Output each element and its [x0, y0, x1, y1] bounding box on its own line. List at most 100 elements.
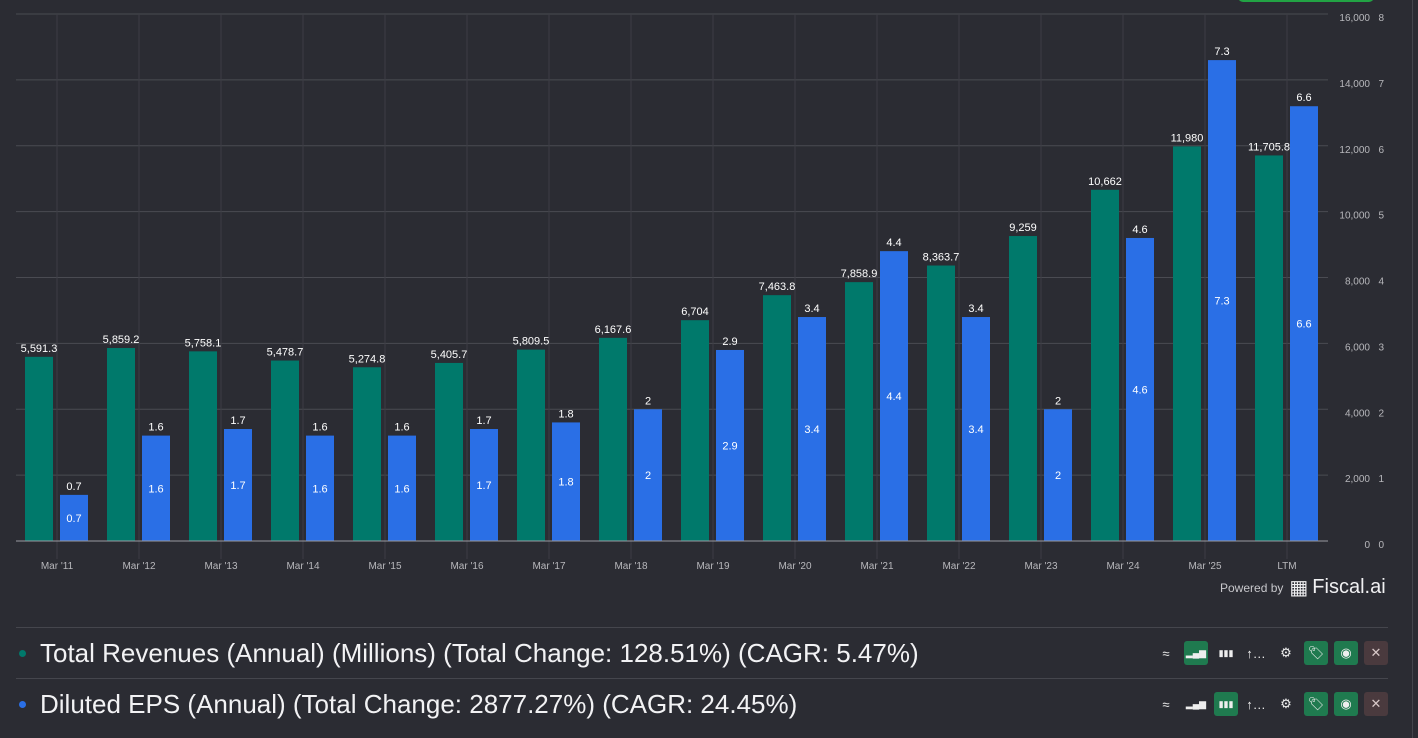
revenue-bar[interactable] [599, 337, 627, 541]
revenue-label: 6,704 [681, 306, 709, 318]
grouped-bar-button[interactable]: ▮▮▮ [1214, 692, 1238, 716]
eps-label: 1.7 [476, 415, 491, 427]
revenue-label: 7,463.8 [759, 281, 796, 293]
eps-inner-label: 4.6 [1132, 384, 1147, 396]
x-tick: Mar '13 [204, 561, 237, 572]
eye-button[interactable]: ◉ [1334, 692, 1358, 716]
eps-bar[interactable] [1208, 60, 1236, 542]
chart: 0 02,000 14,000 26,000 38,000 410,000 512,000 6… [16, 13, 1384, 572]
revenue-bar[interactable] [1091, 189, 1119, 541]
revenue-label: 8,363.7 [923, 252, 960, 264]
revenue-bar[interactable] [681, 320, 709, 541]
revenue-bar[interactable] [1255, 155, 1283, 541]
eps-inner-label: 1.7 [230, 480, 245, 492]
eps-label: 1.7 [230, 415, 245, 427]
x-tick: LTM [1277, 561, 1296, 572]
revenue-bar[interactable] [107, 348, 135, 541]
close-icon: ✕ [1370, 645, 1382, 660]
eps-label: 4.4 [886, 237, 901, 249]
gear-icon: ⚙ [1280, 645, 1292, 660]
revenue-label: 6,167.6 [595, 324, 632, 336]
revenue-bar[interactable] [927, 265, 955, 541]
eps-label: 4.6 [1132, 224, 1147, 236]
eye-button[interactable]: ◉ [1334, 641, 1358, 665]
bar-chart-icon: ▂▄▆ [1185, 698, 1207, 709]
line-chart-icon: ≈ [1162, 645, 1170, 661]
x-tick: Mar '21 [860, 561, 893, 572]
eps-inner-label: 1.6 [148, 483, 163, 495]
eps-bar[interactable] [880, 251, 908, 541]
eps-bar[interactable] [962, 317, 990, 541]
eps-bar[interactable] [1290, 106, 1318, 541]
revenue-bar[interactable] [435, 362, 463, 541]
series-dot [19, 649, 26, 657]
legend-row: Total Revenues (Annual) (Millions) (Tota… [16, 627, 1388, 678]
eps-label: 1.6 [148, 422, 163, 434]
sort-button[interactable]: ↑… [1244, 692, 1268, 716]
x-tick: Mar '12 [122, 561, 155, 572]
eps-bar[interactable] [552, 422, 580, 541]
close-button[interactable]: ✕ [1364, 641, 1388, 665]
eps-label: 3.4 [968, 303, 983, 315]
grouped-bar-button[interactable]: ▮▮▮ [1214, 641, 1238, 665]
eps-inner-label: 6.6 [1296, 319, 1311, 331]
line-chart-button[interactable]: ≈ [1154, 641, 1178, 665]
eps-bar[interactable] [224, 429, 252, 541]
x-tick: Mar '11 [41, 561, 74, 572]
eye-icon: ◉ [1340, 645, 1352, 660]
revenue-bar[interactable] [353, 367, 381, 541]
eps-inner-label: 1.7 [476, 480, 491, 492]
bar-chart-button[interactable]: ▂▄▆ [1184, 641, 1208, 665]
eps-bar[interactable] [142, 435, 170, 541]
eps-bar[interactable] [306, 435, 334, 541]
revenue-bar[interactable] [845, 282, 873, 541]
eps-bar[interactable] [470, 429, 498, 541]
gear-button[interactable]: ⚙ [1274, 641, 1298, 665]
top-button[interactable] [1238, 0, 1374, 2]
tag-button[interactable]: 🏷 [1304, 641, 1328, 665]
sort-button[interactable]: ↑… [1244, 641, 1268, 665]
revenue-bar[interactable] [189, 351, 217, 541]
eps-bar[interactable] [388, 435, 416, 541]
legend-text: Total Revenues (Annual) (Millions) (Tota… [40, 637, 919, 668]
y1-tick: 12,000 [1339, 145, 1370, 156]
eps-bar[interactable] [798, 317, 826, 541]
x-tick: Mar '19 [696, 561, 729, 572]
x-tick: Mar '25 [1188, 561, 1221, 572]
eps-bar[interactable] [634, 409, 662, 541]
eps-bar[interactable] [716, 349, 744, 541]
tag-button[interactable]: 🏷 [1304, 692, 1328, 716]
eps-bar[interactable] [1044, 409, 1072, 541]
eps-bar[interactable] [1126, 237, 1154, 541]
bar-chart-button[interactable]: ▂▄▆ [1184, 692, 1208, 716]
revenue-bar[interactable] [517, 349, 545, 541]
gear-button[interactable]: ⚙ [1274, 692, 1298, 716]
y2-tick: 3 [1378, 342, 1384, 353]
close-button[interactable]: ✕ [1364, 692, 1388, 716]
brand-name: Fiscal.ai [1312, 576, 1386, 598]
eps-bar[interactable] [60, 494, 88, 541]
revenue-bar[interactable] [25, 356, 53, 541]
series-dot [19, 700, 26, 708]
revenue-bar[interactable] [1009, 236, 1037, 542]
x-tick: Mar '24 [1106, 561, 1139, 572]
revenue-bar[interactable] [763, 295, 791, 541]
eps-label: 2 [1055, 395, 1061, 407]
revenue-bar[interactable] [271, 360, 299, 541]
revenue-bar[interactable] [1173, 146, 1201, 541]
y1-tick: 16,000 [1339, 13, 1370, 24]
tag-icon: 🏷 [1307, 645, 1325, 660]
y1-tick: 10,000 [1339, 211, 1370, 222]
eye-icon: ◉ [1340, 696, 1352, 711]
bar-chart-icon: ▂▄▆ [1185, 647, 1207, 658]
y1-tick: 2,000 [1345, 474, 1370, 485]
revenue-label: 5,405.7 [431, 349, 468, 361]
fiscal-logo: ▦ Fiscal.ai [1289, 575, 1385, 600]
line-chart-button[interactable]: ≈ [1154, 692, 1178, 716]
x-tick: Mar '14 [286, 561, 319, 572]
eps-label: 2.9 [722, 336, 737, 348]
eps-inner-label: 2 [645, 470, 651, 482]
eps-label: 1.6 [312, 422, 327, 434]
revenue-label: 5,758.1 [185, 337, 222, 349]
powered-by: Powered by ▦ Fiscal.ai [1220, 575, 1386, 600]
